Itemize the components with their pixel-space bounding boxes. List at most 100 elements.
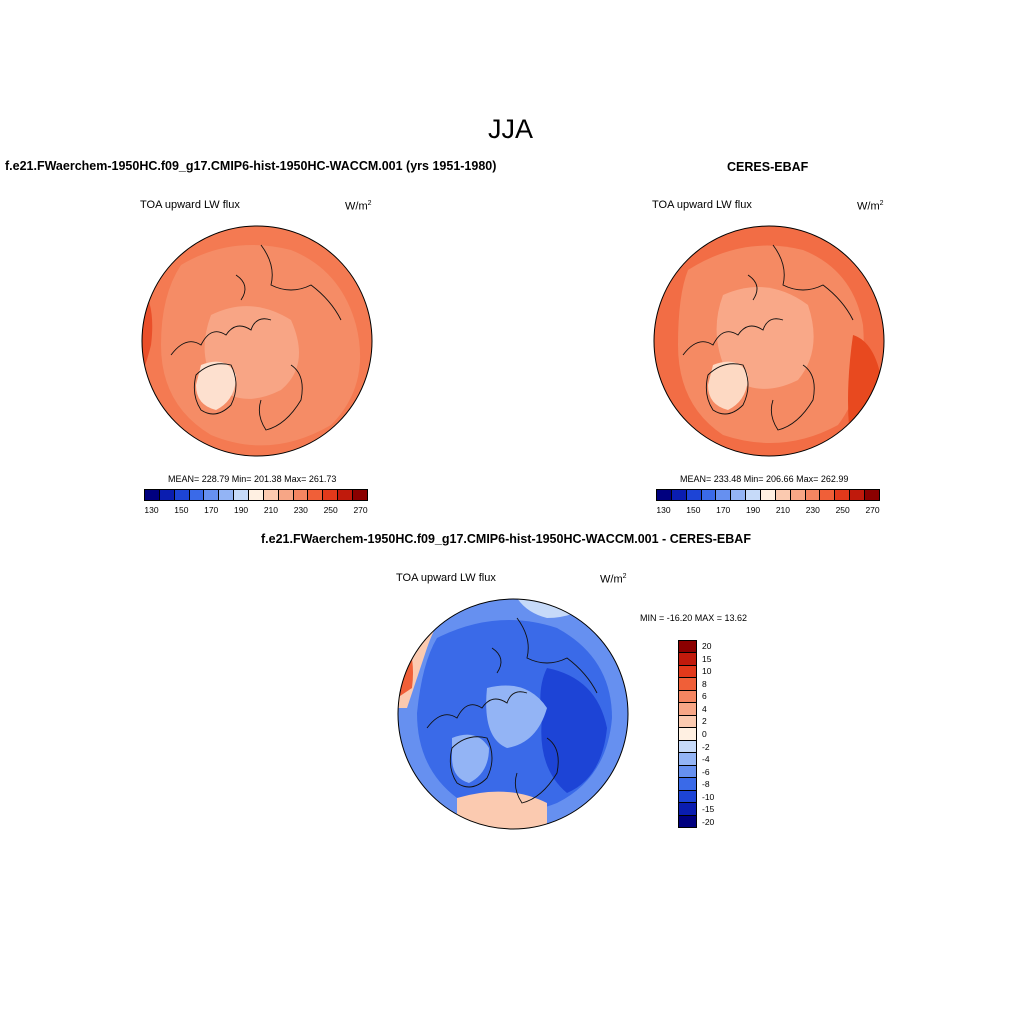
colorbar-swatch: [679, 803, 696, 816]
colorbar-label: -15: [702, 804, 715, 815]
colorbar-swatch: [278, 490, 294, 500]
colorbar-swatch: [679, 641, 696, 654]
colorbar-swatch: [679, 690, 696, 704]
colorbar-swatch: [679, 653, 696, 666]
map3-min-max: MIN = -16.20 MAX = 13.62: [640, 613, 748, 623]
colorbar-label: 210: [263, 505, 279, 515]
colorbar-swatch: [679, 715, 696, 729]
colorbar-swatch: [716, 490, 732, 500]
colorbar-label: -20: [702, 816, 715, 827]
colorbar-label: -6: [702, 766, 710, 777]
map2-units-label: W/m2: [857, 200, 884, 213]
map1-field-greenland: [196, 361, 236, 410]
map1-border: [141, 225, 373, 457]
map2-field-polar: [716, 287, 814, 389]
map2-coastlines: [682, 244, 854, 431]
colorbar-swatch: [805, 490, 821, 500]
colorbar-swatch: [679, 815, 696, 828]
colorbar-swatch: [775, 490, 791, 500]
map3-polar-map: [397, 598, 629, 830]
map2-variable-label: TOA upward LW flux: [652, 199, 752, 211]
colorbar-label: 190: [745, 505, 761, 515]
colorbar-swatch: [686, 490, 702, 500]
colorbar-swatch: [657, 490, 672, 500]
map3-colorbar: [678, 640, 697, 828]
map3-field-greenland: [452, 734, 489, 783]
colorbar-swatch: [338, 490, 354, 500]
map3-colorbar-labels: 20 15 10 8 6 4 2 0 -2 -4 -6 -8 -10 -15 -20: [702, 640, 732, 828]
colorbar-label: 250: [835, 505, 850, 515]
map3-field-pos-bottom: [457, 791, 547, 829]
colorbar-label: 270: [865, 505, 880, 515]
colorbar-label: 15: [702, 653, 712, 664]
map1-colorbar: [144, 489, 368, 501]
colorbar-swatch: [679, 778, 696, 791]
map2-colorbar-labels: 130 150 170 190 210 230 250 270: [656, 505, 880, 517]
map1-polar-map: [141, 225, 373, 457]
map1-stats: MEAN= 228.79 Min= 201.38 Max= 261.73: [168, 474, 337, 484]
colorbar-swatch: [701, 490, 717, 500]
colorbar-label: -2: [702, 741, 710, 752]
map1-coastlines: [170, 244, 342, 431]
colorbar-swatch: [761, 490, 776, 500]
map2-border: [653, 225, 885, 457]
colorbar-label: 150: [174, 505, 189, 515]
colorbar-swatch: [293, 490, 309, 500]
map1-units-label: W/m2: [345, 200, 372, 213]
colorbar-swatch: [353, 490, 367, 500]
colorbar-swatch: [835, 490, 851, 500]
colorbar-label: 0: [702, 729, 707, 739]
colorbar-swatch: [790, 490, 806, 500]
colorbar-swatch: [679, 728, 696, 741]
colorbar-label: 170: [716, 505, 731, 515]
colorbar-swatch: [308, 490, 324, 500]
colorbar-swatch: [189, 490, 205, 500]
colorbar-label: 230: [293, 505, 308, 515]
colorbar-swatch: [820, 490, 836, 500]
colorbar-label: -4: [702, 754, 710, 765]
colorbar-label: 170: [204, 505, 219, 515]
colorbar-label: 6: [702, 691, 707, 702]
panel2-title: CERES-EBAF: [727, 160, 809, 174]
colorbar-swatch: [679, 740, 696, 754]
panel3-title: f.e21.FWaerchem-1950HC.f09_g17.CMIP6-his…: [261, 532, 751, 546]
map3-units-label: W/m2: [600, 573, 627, 586]
colorbar-swatch: [234, 490, 250, 500]
colorbar-swatch: [850, 490, 866, 500]
colorbar-swatch: [323, 490, 339, 500]
colorbar-label: 130: [144, 505, 159, 515]
colorbar-swatch: [671, 490, 687, 500]
colorbar-label: -8: [702, 779, 710, 790]
map3-field-polar: [486, 685, 547, 748]
colorbar-label: -10: [702, 791, 715, 802]
colorbar-swatch: [263, 490, 279, 500]
colorbar-swatch: [679, 665, 696, 679]
map3-field-warm-edge: [398, 628, 413, 698]
map3-field-neg2: [540, 668, 607, 793]
map2-colorbar: [656, 489, 880, 501]
colorbar-swatch: [159, 490, 175, 500]
season-title: JJA: [488, 114, 534, 144]
colorbar-label: 2: [702, 716, 707, 727]
panel1-title: f.e21.FWaerchem-1950HC.f09_g17.CMIP6-his…: [5, 159, 497, 173]
colorbar-swatch: [679, 790, 696, 804]
map3-coastlines: [426, 617, 598, 804]
colorbar-label: 130: [656, 505, 671, 515]
colorbar-swatch: [204, 490, 220, 500]
map1-colorbar-labels: 130 150 170 190 210 230 250 270: [144, 505, 368, 517]
map2-field-greenland: [708, 361, 748, 410]
colorbar-swatch: [679, 678, 696, 691]
colorbar-swatch: [731, 490, 747, 500]
colorbar-swatch: [865, 490, 879, 500]
colorbar-swatch: [679, 765, 696, 779]
colorbar-swatch: [249, 490, 264, 500]
map1-variable-label: TOA upward LW flux: [140, 199, 240, 211]
colorbar-label: 270: [353, 505, 368, 515]
map2-stats: MEAN= 233.48 Min= 206.66 Max= 262.99: [680, 474, 849, 484]
colorbar-label: 10: [702, 666, 712, 677]
colorbar-label: 230: [805, 505, 820, 515]
map2-polar-map: [653, 225, 885, 457]
colorbar-label: 210: [775, 505, 791, 515]
colorbar-label: 250: [323, 505, 338, 515]
colorbar-swatch: [174, 490, 190, 500]
